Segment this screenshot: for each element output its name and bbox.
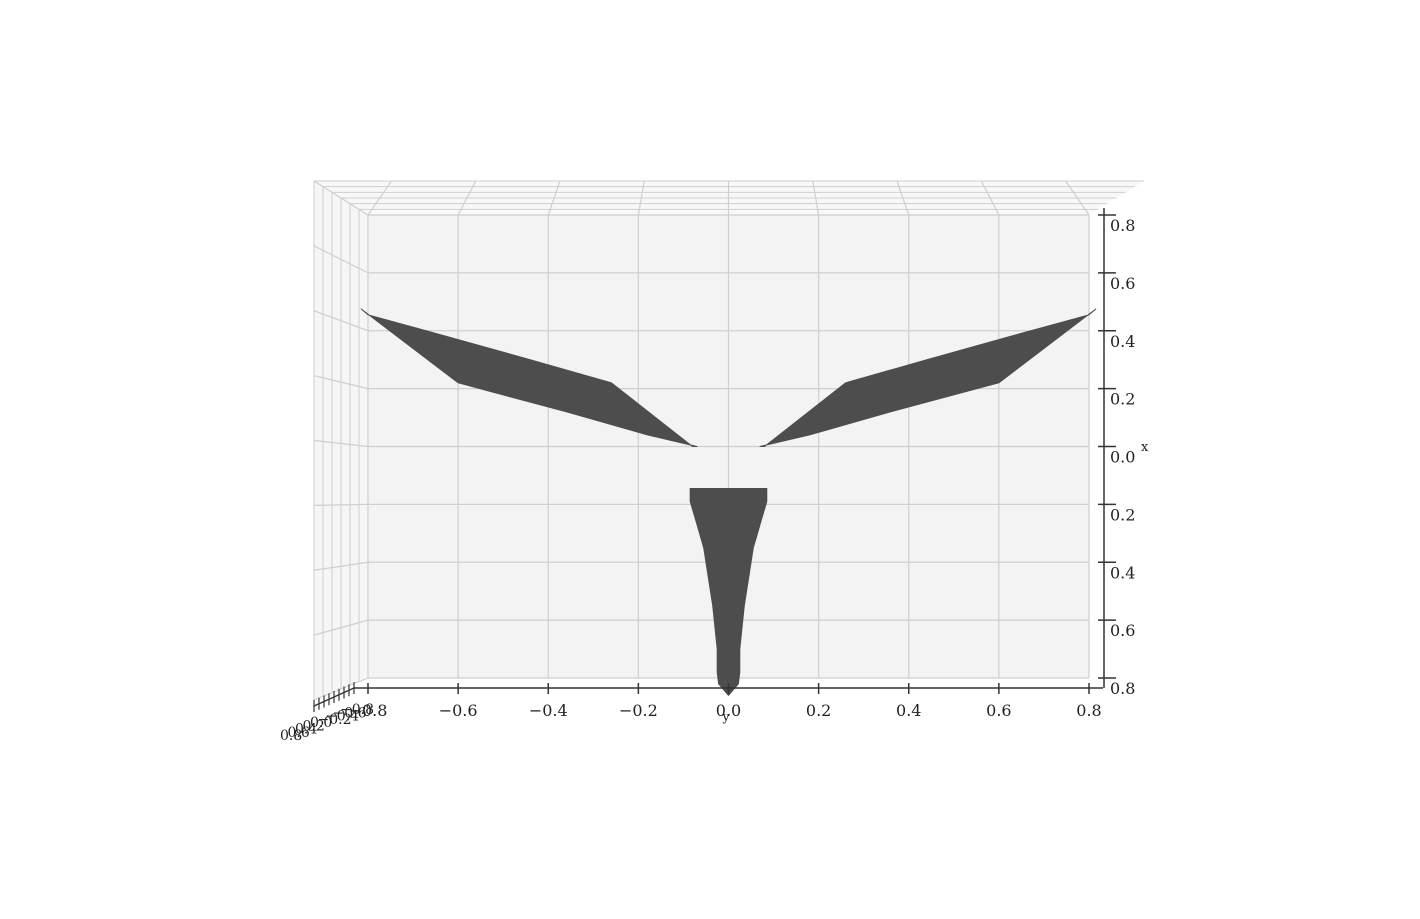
- horizontal-tick-label: 0.2: [806, 701, 831, 720]
- depth-tick-label: 0.8: [280, 728, 302, 744]
- vertical-tick-label: 0.4: [1110, 332, 1135, 351]
- horizontal-tick-label: 0.0: [716, 701, 741, 720]
- vertical-tick-label: 0.2: [1110, 390, 1135, 409]
- depth-tick-label: 0.0: [310, 715, 332, 731]
- bottom-blade: [689, 488, 768, 696]
- horizontal-tick-label: −0.4: [529, 701, 568, 720]
- chart-surfaces: [360, 308, 1097, 696]
- vertical-tick-label: 0.2: [1110, 505, 1135, 524]
- depth-tick-label: 0.2: [303, 718, 325, 734]
- right-blade: [759, 308, 1097, 447]
- horizontal-axis-title: y: [721, 710, 730, 725]
- depth-tick-label: 0.6: [288, 725, 310, 741]
- depth-tick-label: −0.4: [325, 709, 359, 725]
- horizontal-tick-label: −0.2: [619, 701, 658, 720]
- vertical-tick-label: 0.6: [1110, 621, 1135, 640]
- chart-axes: [313, 208, 1116, 712]
- vertical-tick-label: 0.8: [1110, 216, 1135, 235]
- depth-tick-label: −0.6: [333, 705, 367, 721]
- depth-tick-label: −0.8: [340, 702, 374, 718]
- vertical-tick-label: 0.8: [1110, 679, 1135, 698]
- chart-labels: −0.8 −0.6 −0.4 −0.2 0.0 0.2 0.4 0.6 0.8y0.80.60.…: [280, 216, 1149, 744]
- horizontal-tick-label: −0.8: [349, 701, 388, 720]
- horizontal-tick-label: 0.4: [896, 701, 921, 720]
- left-blade: [360, 308, 698, 447]
- vertical-axis-title: x: [1141, 440, 1149, 455]
- horizontal-tick-label: 0.6: [986, 701, 1011, 720]
- vertical-tick-label: 0.4: [1110, 563, 1135, 582]
- horizontal-tick-label: −0.6: [439, 701, 478, 720]
- vertical-tick-label: 0.0: [1110, 448, 1135, 467]
- depth-tick-label: −0.2: [318, 712, 352, 728]
- vertical-tick-label: 0.6: [1110, 274, 1135, 293]
- depth-tick-label: 0.4: [295, 722, 317, 738]
- horizontal-tick-label: 0.8: [1076, 701, 1101, 720]
